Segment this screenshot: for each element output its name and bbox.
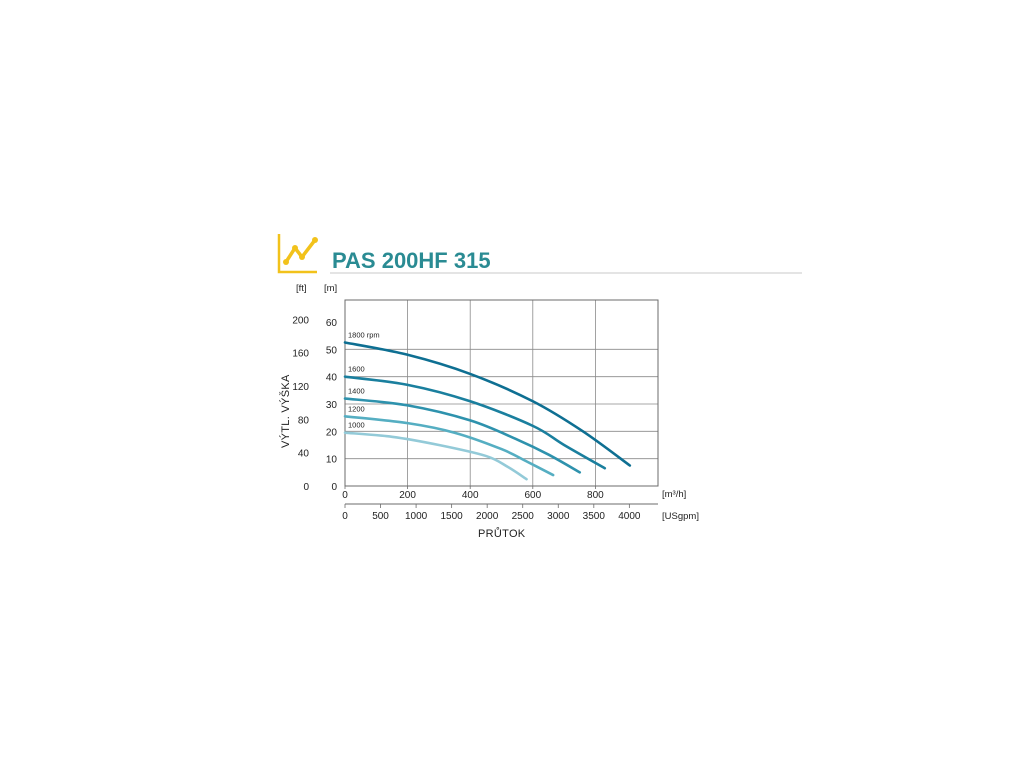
y-tick-label-ft: 80 [298, 415, 310, 426]
x-tick-label: 600 [524, 490, 541, 501]
x-ticks-secondary: 0 500 1000 1500 2000 2500 3000 3500 4000 [342, 504, 641, 522]
pump-curve [343, 341, 632, 467]
x-axis-label: PRŮTOK [478, 527, 526, 540]
y-ticks-primary: 0 10 20 30 40 50 60 [326, 318, 338, 493]
y-tick-label-ft: 120 [292, 382, 309, 393]
y-tick-label-ft: 0 [303, 482, 309, 493]
rising-line-chart-icon [277, 234, 318, 274]
curve-label: 1200 [348, 404, 365, 413]
x-tick-label-usgpm: 1000 [405, 511, 428, 522]
x-tick-label-usgpm: 2000 [476, 511, 499, 522]
x-tick-label-usgpm: 1500 [441, 511, 464, 522]
x-tick-label: 800 [587, 490, 604, 501]
curve-label: 1400 [348, 387, 365, 396]
x-ticks-primary: 0 200 400 600 800 [342, 486, 604, 501]
x-tick-label: 400 [462, 490, 479, 501]
x-unit-primary: [m³/h] [662, 489, 686, 500]
y-unit-secondary: [ft] [296, 283, 307, 294]
y-axis-label: VÝTL. VÝŠKA [279, 374, 292, 448]
plot-frame [344, 299, 659, 487]
x-tick-label-usgpm: 0 [342, 511, 348, 522]
pump-curve [343, 397, 582, 474]
curve-label: 1600 [348, 365, 365, 374]
y-tick-label: 50 [326, 345, 338, 356]
y-tick-label: 0 [331, 482, 337, 493]
x-tick-label: 200 [399, 490, 416, 501]
y-tick-label: 10 [326, 455, 338, 466]
y-tick-label-ft: 40 [298, 449, 310, 460]
x-tick-label-usgpm: 2500 [512, 511, 535, 522]
y-tick-label-ft: 200 [292, 315, 309, 326]
pump-curve [343, 375, 607, 470]
y-tick-label: 40 [326, 373, 338, 384]
y-ticks-secondary: 0 40 80 120 160 200 [292, 315, 309, 493]
x-tick-label-usgpm: 3000 [547, 511, 570, 522]
curve-label: 1800 rpm [348, 331, 380, 340]
pump-curve [343, 431, 528, 481]
x-tick-label: 0 [342, 490, 348, 501]
curve-labels: 1800 rpm 1600 1400 1200 1000 [348, 331, 380, 430]
pump-curve [343, 415, 555, 477]
x-tick-label-usgpm: 4000 [618, 511, 641, 522]
y-tick-label: 60 [326, 318, 338, 329]
x-tick-label-usgpm: 3500 [583, 511, 606, 522]
y-unit-primary: [m] [324, 283, 337, 294]
x-tick-label-usgpm: 500 [372, 511, 389, 522]
grid [345, 300, 658, 486]
x-unit-secondary: [USgpm] [662, 511, 699, 522]
y-tick-label: 30 [326, 400, 338, 411]
pump-curves [343, 341, 632, 481]
y-tick-label: 20 [326, 427, 338, 438]
chart-title: PAS 200HF 315 [332, 248, 491, 273]
y-tick-label-ft: 160 [292, 349, 309, 360]
curve-label: 1000 [348, 421, 365, 430]
